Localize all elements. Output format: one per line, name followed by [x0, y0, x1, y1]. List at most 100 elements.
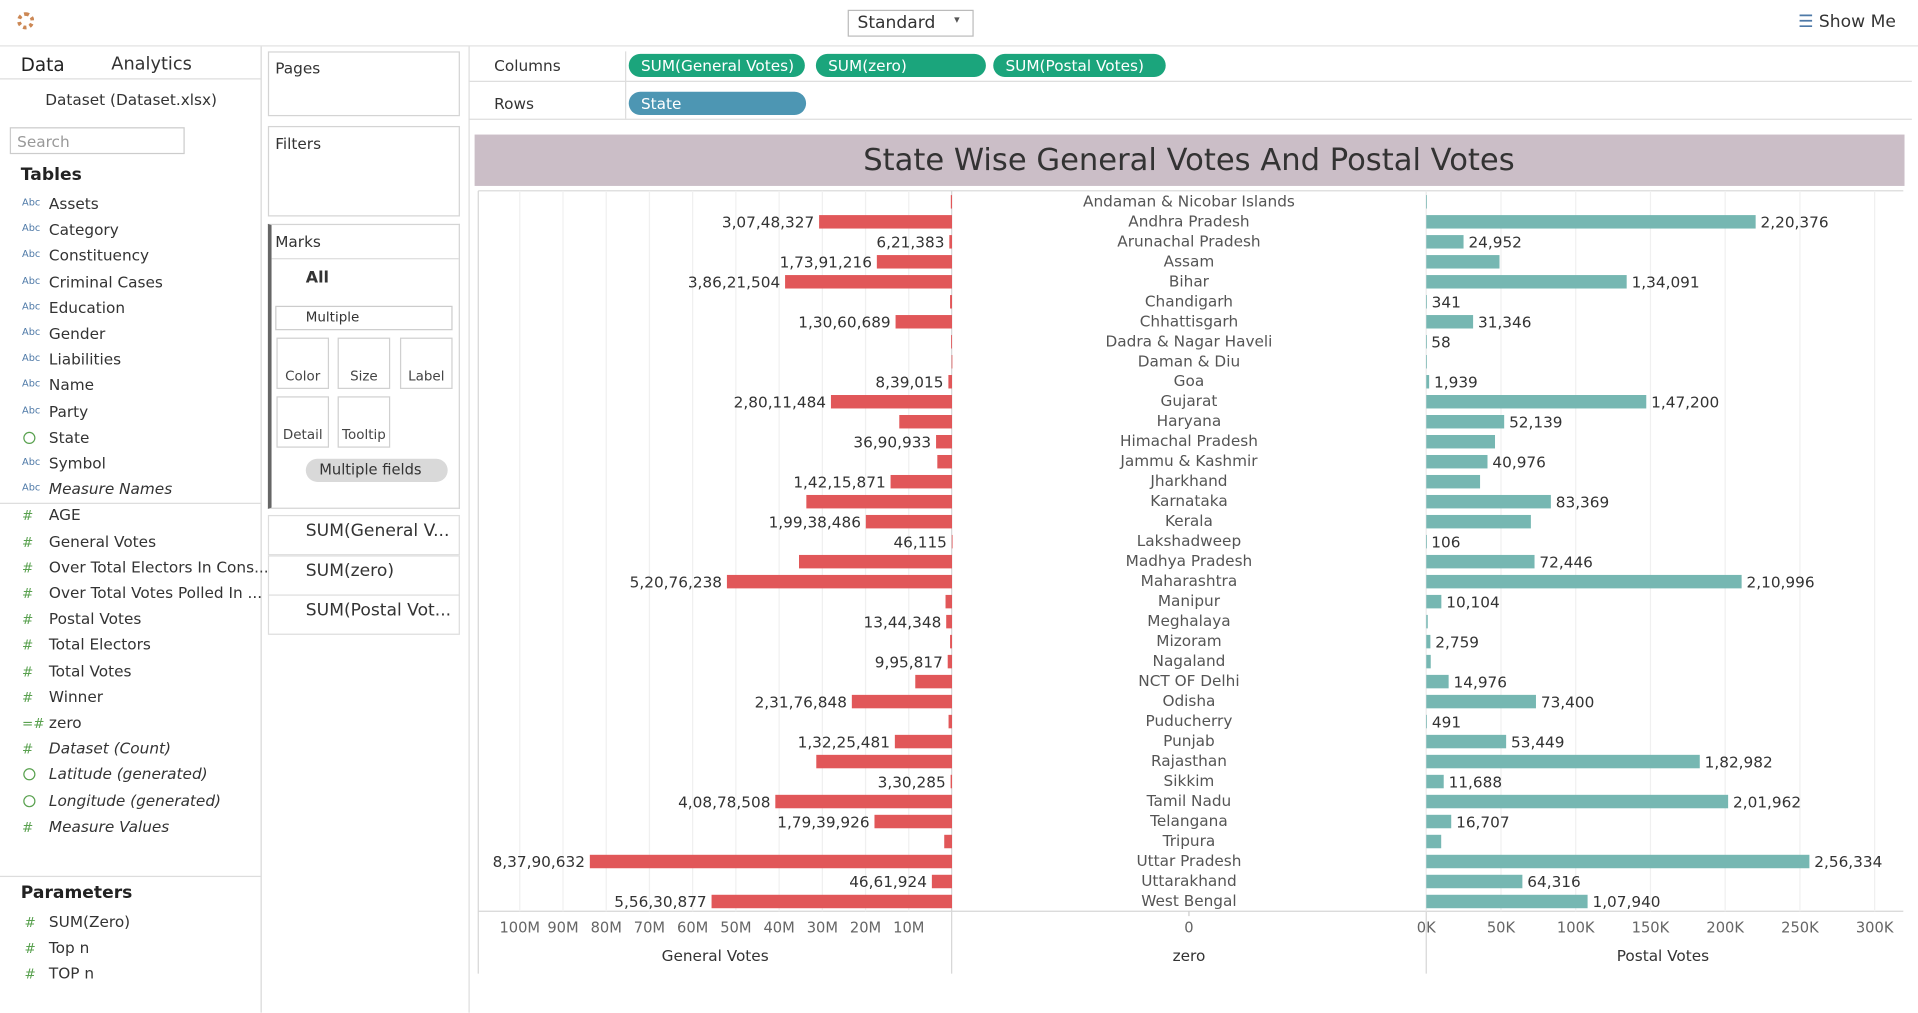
title-band [474, 134, 1905, 186]
tableau-logo[interactable] [17, 12, 35, 30]
bar [1426, 554, 1535, 569]
field[interactable]: zero [48, 713, 82, 732]
bar [1426, 614, 1428, 629]
field[interactable]: Liabilities [48, 350, 122, 369]
field[interactable]: Over Total Electors In Cons... [48, 557, 269, 576]
column-pill[interactable]: SUM(Postal Votes) [993, 53, 1166, 78]
rows-label: Rows [494, 94, 534, 113]
field[interactable]: Category [48, 220, 119, 239]
tables-heading: Tables [20, 165, 82, 185]
bar [1426, 275, 1627, 289]
bar [1426, 814, 1452, 829]
bar [1426, 854, 1810, 869]
value-label: 83,369 [1556, 493, 1609, 511]
state-label: Puducherry [1146, 712, 1233, 730]
field[interactable]: Latitude (generated) [48, 764, 208, 784]
field[interactable]: Constituency [48, 246, 150, 265]
parameter[interactable]: TOP n [48, 963, 95, 983]
state-label: Odisha [1162, 692, 1215, 710]
columns-border [468, 80, 1912, 82]
field[interactable]: Over Total Votes Polled In ... [48, 583, 263, 602]
field[interactable]: Name [48, 376, 95, 395]
field[interactable]: Winner [48, 687, 104, 706]
value-label: 36,90,933 [853, 433, 931, 451]
x-tick-label: 70M [634, 919, 665, 936]
field[interactable]: Measure Names [48, 479, 173, 499]
state-label: Sikkim [1164, 772, 1215, 790]
field-icon: # [24, 966, 36, 983]
bar [915, 674, 953, 689]
field[interactable]: Symbol [48, 453, 106, 473]
field[interactable]: Longitude (generated) [48, 790, 222, 810]
value-label: 3,30,285 [878, 773, 946, 791]
value-label: 1,73,91,216 [780, 254, 872, 272]
x-tick-label: 200K [1706, 919, 1744, 936]
mark-button[interactable]: Detail [276, 396, 330, 448]
geo-icon [23, 794, 36, 807]
state-label: Kerala [1165, 512, 1213, 530]
field[interactable]: Postal Votes [48, 609, 142, 628]
x-tick-label: 150K [1632, 919, 1670, 936]
bar [1426, 215, 1756, 229]
marks-all: All [305, 269, 330, 288]
search-box[interactable] [9, 127, 185, 155]
data-tab[interactable]: Data [20, 53, 65, 76]
field[interactable]: Party [48, 401, 89, 421]
shelf-label-divider [625, 51, 627, 119]
field-icon: # [22, 819, 34, 836]
field[interactable]: AGE [48, 505, 81, 525]
measure-card[interactable] [267, 594, 460, 635]
bar [865, 514, 953, 529]
parameter[interactable]: SUM(Zero) [48, 912, 131, 931]
datasource[interactable]: Dataset (Dataset.xlsx) [45, 90, 217, 109]
pages-shelf[interactable] [267, 51, 460, 117]
caret: ▾ [954, 14, 960, 27]
value-label: 53,449 [1511, 733, 1564, 751]
parameter[interactable]: Top n [48, 938, 90, 957]
analytics-tab[interactable]: Analytics [111, 55, 192, 75]
mark-button[interactable]: Label [399, 337, 453, 389]
field[interactable]: Education [48, 298, 126, 317]
param-divider [0, 875, 261, 878]
bar [948, 375, 953, 389]
bar [830, 395, 953, 409]
mark-button-label: Label [408, 368, 445, 385]
field[interactable]: Gender [48, 324, 106, 343]
field[interactable]: Total Electors [48, 635, 151, 654]
view-size-dropdown[interactable]: Standard ▾ [847, 9, 974, 37]
field[interactable]: Assets [48, 194, 99, 213]
field[interactable]: Criminal Cases [48, 272, 163, 291]
pane-divider [260, 46, 262, 1013]
bar [890, 474, 953, 489]
value-label: 58 [1431, 333, 1450, 351]
filters-shelf[interactable] [267, 125, 460, 217]
column-pill[interactable]: SUM(General Votes) [628, 53, 805, 78]
mark-button[interactable]: Size [337, 337, 391, 389]
field[interactable]: General Votes [48, 531, 157, 550]
mark-button[interactable]: Tooltip [337, 396, 391, 448]
bar [1426, 255, 1500, 269]
show-me-button[interactable]: ☰ Show Me [1798, 12, 1896, 32]
value-label: 1,42,15,871 [793, 473, 885, 491]
bar [1426, 794, 1729, 809]
mark-button[interactable]: Color [276, 337, 330, 389]
column-pill[interactable]: SUM(zero) [815, 53, 986, 78]
field[interactable]: Dataset (Count) [48, 739, 172, 758]
field[interactable]: State [48, 427, 90, 447]
value-label: 5,56,30,877 [614, 893, 706, 911]
field[interactable]: Measure Values [48, 816, 170, 836]
bar [1426, 434, 1496, 449]
state-label: Bihar [1169, 272, 1210, 290]
measure-card[interactable] [267, 514, 460, 556]
measure-name: SUM(General V... [305, 521, 450, 541]
field[interactable]: Total Votes [48, 661, 132, 680]
label-field-pill[interactable]: Multiple fields [305, 458, 448, 482]
chart-title: State Wise General Votes And Postal Vote… [863, 143, 1514, 178]
row-pill[interactable]: State [628, 91, 807, 115]
bar [775, 794, 953, 809]
value-label: 2,31,76,848 [755, 693, 847, 711]
value-label: 6,21,383 [876, 234, 944, 252]
mark-button-label: Size [350, 368, 378, 385]
mark-type-dropdown[interactable] [275, 305, 453, 331]
value-label: 1,34,091 [1632, 274, 1700, 292]
